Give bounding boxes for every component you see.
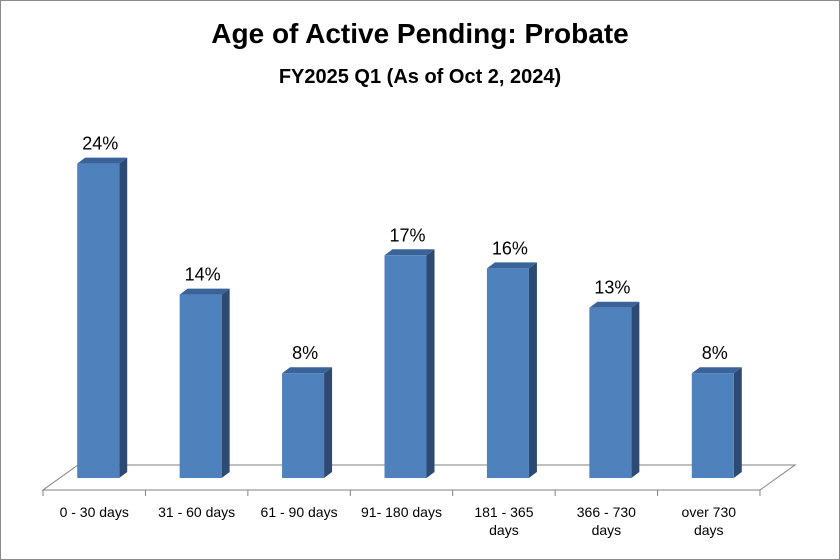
x-tick-label: over 730 days [682, 504, 737, 538]
bar-side [426, 249, 435, 478]
data-label: 14% [185, 265, 221, 285]
bar-side [221, 288, 230, 478]
data-label: 8% [702, 343, 728, 363]
bar-side [119, 157, 128, 478]
x-tick-label: 61 - 90 days [261, 504, 338, 520]
bar-side [631, 301, 640, 478]
bar [282, 373, 325, 478]
data-label: 17% [389, 225, 425, 245]
x-tick-label: 0 - 30 days [60, 504, 129, 520]
bar [179, 294, 222, 478]
chart-title: Age of Active Pending: Probate [211, 18, 629, 49]
chart-subtitle: FY2025 Q1 (As of Oct 2, 2024) [278, 66, 562, 88]
bar [384, 255, 427, 478]
x-tick-label: 366 - 730 days [577, 504, 636, 538]
data-label: 13% [594, 278, 630, 298]
bar [589, 307, 632, 478]
x-tick-label: 181 - 365 days [474, 504, 533, 538]
chart-floor [41, 464, 797, 491]
bar-side [733, 367, 742, 478]
bar-side [528, 262, 537, 478]
bar-top [486, 262, 537, 269]
bar-top [179, 288, 230, 295]
bar-top [384, 249, 435, 256]
data-label: 24% [82, 134, 118, 154]
data-label: 16% [492, 238, 528, 258]
bar [691, 373, 734, 478]
data-label: 8% [292, 343, 318, 363]
x-tick-label: 91- 180 days [361, 504, 442, 520]
bar-top [691, 367, 742, 374]
bar [77, 163, 120, 478]
bar-side [324, 367, 333, 478]
x-tick-label: 31 - 60 days [158, 504, 235, 520]
bar [486, 268, 529, 478]
bar-top [77, 157, 128, 164]
bar-top [589, 301, 640, 308]
bar-top [282, 367, 333, 374]
